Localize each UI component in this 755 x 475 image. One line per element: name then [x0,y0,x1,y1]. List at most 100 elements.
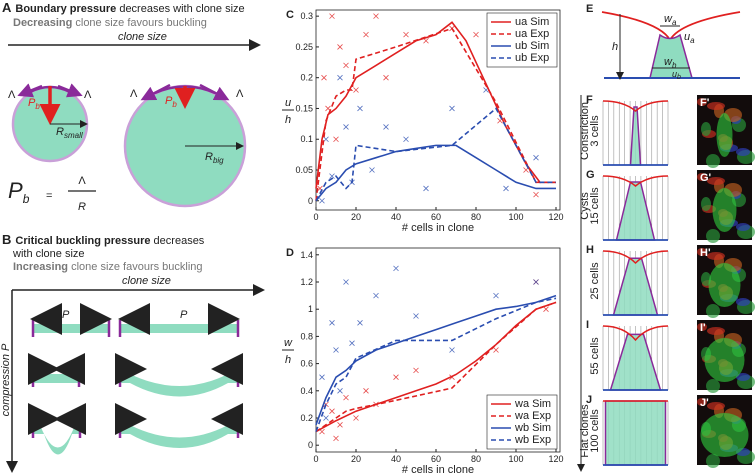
data-point [543,306,549,312]
row-label: 25 cells [589,262,601,300]
apical-surface [602,325,669,342]
row-letter: G [586,169,595,181]
panel-letter: E [586,3,593,15]
prime-letter: I' [700,322,706,334]
x-tick-label: 20 [351,454,361,464]
r: R [56,126,64,138]
y-tick-label: 0 [308,440,313,450]
prime-letter: H' [700,247,711,259]
data-point [337,422,343,428]
panel-letter: D [286,247,294,259]
sub: b [677,74,681,81]
p: P [165,95,173,107]
micrograph-blob [707,327,725,335]
formula: Pb [8,178,30,206]
title-bold: Critical buckling pressure [15,235,150,247]
y-tick-label: 0.2 [300,413,313,423]
data-point [329,408,335,414]
data-point [369,167,375,173]
legend-label: ub Exp [515,52,549,64]
clone [609,333,662,391]
x-tick-label: 60 [431,454,441,464]
series-line [315,144,556,202]
clone-signal [712,188,737,232]
y-axis-label: compression P [0,343,12,416]
lambda: Λ [8,89,16,101]
row-letter: F [586,94,593,106]
panel-b: B Critical buckling pressure decreases wi… [0,232,265,473]
y-tick-label: 0.2 [300,73,313,83]
panel-letter: C [286,9,294,21]
data-point [343,394,349,401]
data-point [403,136,409,143]
formula-den: R [78,201,86,213]
lambda: Λ [84,89,92,101]
row-label: 100 cells [589,409,601,453]
p-label: P [62,309,70,321]
micrograph-blob [707,177,725,185]
series-line [315,301,557,433]
data-point [343,279,349,285]
pressure-label: Pb [165,95,177,109]
data-point [473,31,479,38]
legend-label: wb Sim [514,422,551,434]
sheet [120,374,238,397]
clone [604,400,667,466]
data-point [393,265,399,272]
sub: b [672,61,677,70]
title-line2: with clone size [12,248,85,260]
sub: a [672,18,677,27]
subtitle-rest: clone size favours buckling [68,261,203,273]
h-label: h [612,41,618,53]
row-label: Cysts [579,192,591,220]
ub-label: ub [672,69,681,81]
clone-signal [716,113,733,157]
y-tick-label: 1.2 [300,277,313,287]
data-point [403,31,409,38]
series-line [315,27,556,201]
micrograph-blob [736,148,750,156]
subtitle-bold: Decreasing [13,17,72,29]
panel-title: B Critical buckling pressure decreases [2,232,205,247]
x-tick-label: 120 [548,212,563,222]
micrograph-blob [701,122,711,136]
p: P [28,97,36,109]
data-point [363,388,369,394]
clone-signal [708,263,741,307]
data-point [533,279,539,285]
prime-letter: G' [700,172,712,184]
ua-label: ua [684,31,695,45]
data-point [533,191,539,198]
p: P [8,178,23,203]
y-tick-label: 0.6 [300,359,313,369]
series-line [315,301,557,433]
row-label: 3 cells [589,115,601,147]
legend-label: wb Exp [514,434,551,446]
p-sub: b [172,100,177,109]
x-tick-label: 100 [508,454,523,464]
data-point [353,415,359,421]
series-line [315,294,557,426]
data-point [383,124,389,130]
p-sub: b [35,102,40,111]
axis-label: clone size [122,275,171,287]
subtitle-bold: Increasing [13,261,68,273]
data-point [357,320,363,326]
y-tick-label: 0.15 [295,103,313,113]
micrograph-blob [697,248,707,256]
clone-signal [700,413,749,457]
data-point [337,74,343,81]
row-letter: H [586,244,594,256]
x-tick-label: 0 [313,212,318,222]
micrograph-blob [697,398,707,406]
y-tick-label: 0.05 [295,165,313,175]
prime-letter: J' [700,397,709,409]
micrograph-blob [697,173,707,181]
lambda: Λ [130,88,138,100]
plot-frame [315,247,561,453]
apical-surface [602,100,669,112]
title-bold: Boundary pressure [15,3,116,15]
y-axis-label-num: w [284,337,293,349]
data-point [493,347,499,353]
